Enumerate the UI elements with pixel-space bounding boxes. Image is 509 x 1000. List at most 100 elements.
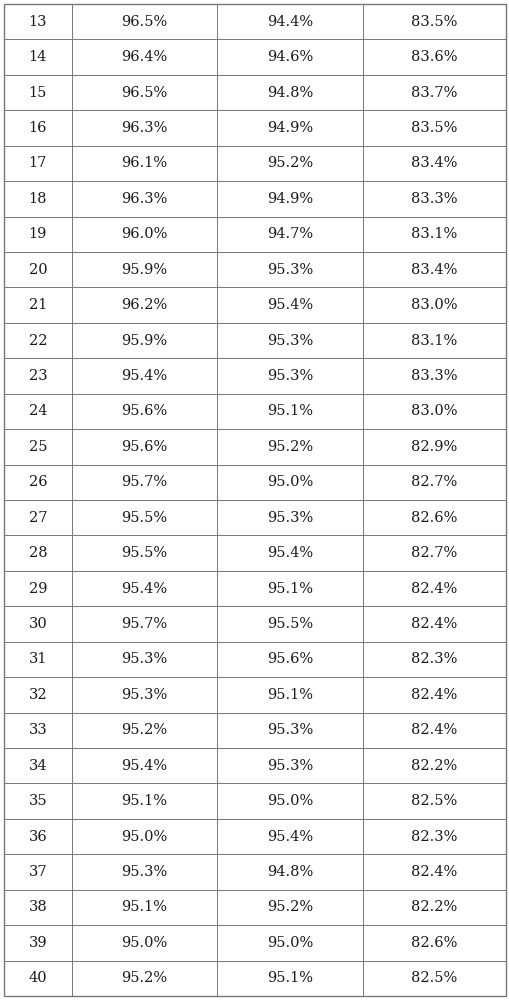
Text: 82.5%: 82.5% — [411, 971, 457, 985]
Text: 22: 22 — [29, 334, 47, 348]
Text: 29: 29 — [29, 582, 47, 596]
Text: 82.7%: 82.7% — [411, 546, 457, 560]
Text: 13: 13 — [29, 15, 47, 29]
Text: 83.5%: 83.5% — [410, 15, 457, 29]
Text: 95.4%: 95.4% — [121, 582, 167, 596]
Text: 83.1%: 83.1% — [411, 227, 457, 241]
Text: 95.3%: 95.3% — [267, 511, 313, 525]
Text: 31: 31 — [29, 652, 47, 666]
Text: 95.6%: 95.6% — [267, 652, 313, 666]
Text: 83.3%: 83.3% — [410, 369, 457, 383]
Text: 82.4%: 82.4% — [411, 688, 457, 702]
Text: 95.7%: 95.7% — [121, 617, 167, 631]
Text: 95.0%: 95.0% — [121, 830, 167, 844]
Text: 82.4%: 82.4% — [411, 582, 457, 596]
Text: 28: 28 — [29, 546, 47, 560]
Text: 83.6%: 83.6% — [410, 50, 457, 64]
Text: 83.4%: 83.4% — [410, 156, 457, 170]
Text: 95.3%: 95.3% — [121, 865, 167, 879]
Text: 82.4%: 82.4% — [411, 617, 457, 631]
Text: 40: 40 — [29, 971, 47, 985]
Text: 95.2%: 95.2% — [121, 971, 167, 985]
Text: 82.9%: 82.9% — [411, 440, 457, 454]
Text: 95.6%: 95.6% — [121, 440, 167, 454]
Text: 96.0%: 96.0% — [121, 227, 167, 241]
Text: 95.1%: 95.1% — [121, 794, 167, 808]
Text: 30: 30 — [29, 617, 47, 631]
Text: 95.3%: 95.3% — [267, 334, 313, 348]
Text: 96.4%: 96.4% — [121, 50, 167, 64]
Text: 34: 34 — [29, 759, 47, 773]
Text: 83.5%: 83.5% — [410, 121, 457, 135]
Text: 35: 35 — [29, 794, 47, 808]
Text: 94.9%: 94.9% — [267, 192, 313, 206]
Text: 95.5%: 95.5% — [121, 546, 167, 560]
Text: 94.4%: 94.4% — [267, 15, 313, 29]
Text: 82.2%: 82.2% — [411, 759, 457, 773]
Text: 95.0%: 95.0% — [121, 936, 167, 950]
Text: 38: 38 — [29, 900, 47, 914]
Text: 95.3%: 95.3% — [121, 652, 167, 666]
Text: 82.3%: 82.3% — [410, 652, 457, 666]
Text: 21: 21 — [29, 298, 47, 312]
Text: 95.0%: 95.0% — [267, 936, 313, 950]
Text: 94.8%: 94.8% — [267, 865, 313, 879]
Text: 95.2%: 95.2% — [267, 900, 313, 914]
Text: 19: 19 — [29, 227, 47, 241]
Text: 82.7%: 82.7% — [411, 475, 457, 489]
Text: 82.6%: 82.6% — [410, 936, 457, 950]
Text: 95.4%: 95.4% — [121, 759, 167, 773]
Text: 94.9%: 94.9% — [267, 121, 313, 135]
Text: 95.1%: 95.1% — [267, 971, 313, 985]
Text: 18: 18 — [29, 192, 47, 206]
Text: 96.3%: 96.3% — [121, 121, 167, 135]
Text: 16: 16 — [29, 121, 47, 135]
Text: 83.4%: 83.4% — [410, 263, 457, 277]
Text: 95.1%: 95.1% — [267, 404, 313, 418]
Text: 95.3%: 95.3% — [121, 688, 167, 702]
Text: 95.3%: 95.3% — [267, 723, 313, 737]
Text: 39: 39 — [29, 936, 47, 950]
Text: 95.0%: 95.0% — [267, 794, 313, 808]
Text: 94.7%: 94.7% — [267, 227, 313, 241]
Text: 33: 33 — [29, 723, 47, 737]
Text: 23: 23 — [29, 369, 47, 383]
Text: 96.2%: 96.2% — [121, 298, 167, 312]
Text: 96.5%: 96.5% — [121, 86, 167, 100]
Text: 95.0%: 95.0% — [267, 475, 313, 489]
Text: 95.9%: 95.9% — [121, 334, 167, 348]
Text: 95.6%: 95.6% — [121, 404, 167, 418]
Text: 83.0%: 83.0% — [410, 404, 457, 418]
Text: 95.5%: 95.5% — [121, 511, 167, 525]
Text: 95.3%: 95.3% — [267, 369, 313, 383]
Text: 95.1%: 95.1% — [267, 582, 313, 596]
Text: 95.3%: 95.3% — [267, 263, 313, 277]
Text: 82.4%: 82.4% — [411, 723, 457, 737]
Text: 25: 25 — [29, 440, 47, 454]
Text: 95.2%: 95.2% — [267, 440, 313, 454]
Text: 17: 17 — [29, 156, 47, 170]
Text: 95.4%: 95.4% — [121, 369, 167, 383]
Text: 15: 15 — [29, 86, 47, 100]
Text: 82.4%: 82.4% — [411, 865, 457, 879]
Text: 94.6%: 94.6% — [267, 50, 313, 64]
Text: 82.6%: 82.6% — [410, 511, 457, 525]
Text: 83.0%: 83.0% — [410, 298, 457, 312]
Text: 14: 14 — [29, 50, 47, 64]
Text: 96.3%: 96.3% — [121, 192, 167, 206]
Text: 26: 26 — [29, 475, 47, 489]
Text: 36: 36 — [29, 830, 47, 844]
Text: 95.9%: 95.9% — [121, 263, 167, 277]
Text: 95.7%: 95.7% — [121, 475, 167, 489]
Text: 27: 27 — [29, 511, 47, 525]
Text: 83.7%: 83.7% — [410, 86, 457, 100]
Text: 37: 37 — [29, 865, 47, 879]
Text: 95.1%: 95.1% — [121, 900, 167, 914]
Text: 94.8%: 94.8% — [267, 86, 313, 100]
Text: 83.3%: 83.3% — [410, 192, 457, 206]
Text: 82.5%: 82.5% — [411, 794, 457, 808]
Text: 82.2%: 82.2% — [411, 900, 457, 914]
Text: 82.3%: 82.3% — [410, 830, 457, 844]
Text: 95.5%: 95.5% — [267, 617, 313, 631]
Text: 95.1%: 95.1% — [267, 688, 313, 702]
